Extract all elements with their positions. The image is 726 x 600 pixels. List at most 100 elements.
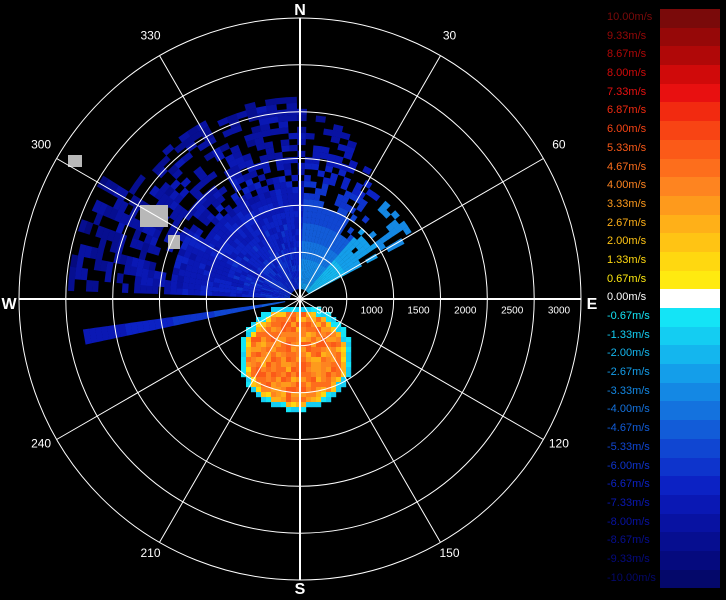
- legend-swatch: [660, 9, 720, 28]
- echo-cell: [291, 407, 297, 413]
- echo-cell: [301, 258, 304, 266]
- echo-cell: [316, 317, 322, 323]
- legend-entry: 10.00m/s: [606, 9, 720, 28]
- echo-cell: [267, 249, 274, 256]
- echo-cell: [256, 362, 262, 368]
- echo-cell: [308, 289, 314, 294]
- legend-label: 2.67m/s: [607, 216, 647, 229]
- echo-cell: [296, 392, 302, 398]
- echo-cell: [242, 287, 249, 292]
- echo-cell: [226, 113, 239, 123]
- echo-cell: [287, 199, 294, 206]
- echo-cell: [223, 292, 231, 297]
- echo-cell: [262, 204, 270, 212]
- echo-cell: [77, 219, 88, 233]
- echo-cell: [130, 218, 141, 230]
- range-label: 500: [316, 306, 333, 317]
- echo-cell: [146, 243, 156, 254]
- echo-cell: [193, 190, 204, 201]
- echo-cell: [336, 327, 342, 333]
- echo-cell: [260, 254, 267, 261]
- echo-cell: [325, 234, 331, 242]
- echo-cell: [326, 387, 332, 393]
- echo-cell: [292, 265, 296, 272]
- echo-cell: [245, 178, 254, 187]
- echo-cell: [228, 269, 236, 276]
- clutter-patch: [140, 205, 168, 227]
- echo-cell: [347, 226, 355, 235]
- echo-cell: [286, 362, 292, 368]
- echo-cell: [306, 317, 312, 323]
- echo-cell: [261, 382, 267, 388]
- echo-cell: [276, 382, 282, 388]
- echo-cell: [340, 131, 351, 141]
- echo-cell: [281, 352, 287, 358]
- echo-cell: [266, 322, 272, 328]
- echo-cell: [236, 234, 245, 242]
- echo-cell: [278, 294, 285, 297]
- echo-cell: [260, 291, 267, 295]
- echo-cell: [321, 317, 327, 323]
- echo-cell: [320, 267, 327, 274]
- echo-cell: [278, 292, 285, 296]
- echo-cell: [296, 347, 302, 353]
- echo-cell: [310, 282, 316, 288]
- echo-cell: [266, 387, 272, 393]
- echo-cell: [282, 157, 291, 164]
- echo-cell: [306, 352, 312, 358]
- echo-cell: [341, 342, 347, 348]
- echo-cell: [276, 194, 283, 202]
- echo-cell: [266, 377, 272, 383]
- echo-cell: [301, 252, 305, 260]
- echo-cell: [296, 387, 302, 393]
- echo-cell: [304, 241, 309, 248]
- echo-cell: [281, 243, 286, 250]
- echo-cell: [284, 282, 290, 288]
- legend-entry: 3.33m/s: [606, 195, 720, 215]
- echo-cell: [280, 277, 286, 283]
- echo-cell: [287, 280, 292, 286]
- echo-cell: [295, 258, 298, 266]
- echo-cell: [289, 278, 294, 285]
- echo-cell: [303, 265, 307, 272]
- compass-label-west: W: [1, 296, 17, 313]
- echo-cell: [255, 285, 262, 290]
- echo-cell: [246, 225, 255, 234]
- echo-cell: [291, 352, 297, 358]
- echo-cell: [318, 273, 324, 279]
- echo-cell: [283, 275, 288, 282]
- echo-cell: [317, 170, 326, 178]
- echo-cell: [251, 347, 257, 353]
- echo-cell: [286, 402, 292, 408]
- echo-cell: [318, 231, 325, 239]
- echo-cell: [262, 217, 270, 225]
- echo-cell: [287, 288, 293, 293]
- echo-cell: [261, 352, 267, 358]
- echo-cell: [316, 357, 322, 363]
- echo-cell: [91, 280, 99, 292]
- echo-cell: [316, 271, 322, 277]
- echo-cell: [323, 270, 330, 276]
- echo-cell: [321, 312, 327, 318]
- echo-cell: [304, 277, 308, 284]
- echo-cell: [297, 168, 305, 176]
- echo-cell: [247, 294, 255, 298]
- echo-cell: [241, 372, 247, 378]
- echo-cell: [321, 352, 327, 358]
- echo-cell: [177, 247, 186, 257]
- legend-label: -2.00m/s: [607, 347, 650, 360]
- legend-swatch: [660, 102, 720, 122]
- echo-cell: [224, 284, 232, 290]
- echo-cell: [321, 362, 327, 368]
- echo-cell: [303, 253, 307, 260]
- legend-swatch: [660, 401, 720, 421]
- echo-cell: [308, 235, 313, 243]
- echo-cell: [334, 199, 342, 207]
- echo-cell: [100, 227, 111, 240]
- echo-cell: [281, 377, 287, 383]
- echo-cell: [274, 275, 280, 281]
- echo-cell: [287, 229, 293, 236]
- echo-cell: [246, 352, 252, 358]
- echo-cell: [224, 288, 231, 293]
- echo-cell: [276, 307, 282, 313]
